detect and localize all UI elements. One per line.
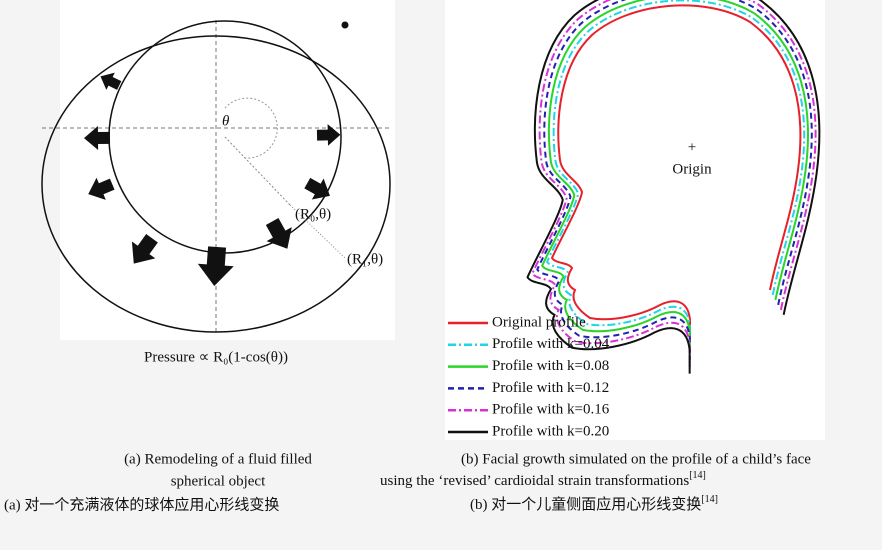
caption-b-ref: [14] <box>689 470 706 481</box>
dot <box>342 22 349 29</box>
legend-label: Profile with k=0.16 <box>492 402 610 418</box>
legend-label: Profile with k=0.12 <box>492 380 609 396</box>
legend-label: Profile with k=0.08 <box>492 358 609 374</box>
formula: Pressure ∝ R₀(1-cos(θ)) <box>144 349 288 365</box>
caption-b-zh: (b) 对一个儿童侧面应用心形线变换[14] <box>470 494 718 513</box>
legend-label: Profile with k=0.20 <box>492 423 609 439</box>
figure: θ (R₀,θ) (R₁,θ) Pressure ∝ R₀(1-cos(θ)) … <box>0 0 882 550</box>
caption-b-zh-ref: [14] <box>701 494 718 505</box>
caption-b-2: using the ‘revised’ cardioidal strain tr… <box>380 470 706 489</box>
panel-a-bg <box>60 0 395 340</box>
caption-b-zh-text: (b) 对一个儿童侧面应用心形线变换 <box>470 495 701 513</box>
legend-label: Profile with k=0.04 <box>492 336 610 352</box>
caption-b-1: (b) Facial growth simulated on the profi… <box>461 451 811 467</box>
legend-label: Original profile <box>492 314 586 330</box>
origin-marker: + <box>688 139 696 155</box>
caption-a-1: (a) Remodeling of a fluid filled <box>124 451 312 467</box>
point-r1-label: (R₁,θ) <box>347 251 383 267</box>
point-r0-label: (R₀,θ) <box>295 206 331 222</box>
caption-b-2-text: using the ‘revised’ cardioidal strain tr… <box>380 473 689 489</box>
theta-label: θ <box>222 113 230 129</box>
origin-label: Origin <box>672 161 712 177</box>
caption-a-zh: (a) 对一个充满液体的球体应用心形线变换 <box>4 495 279 513</box>
caption-a-2: spherical object <box>171 473 266 489</box>
